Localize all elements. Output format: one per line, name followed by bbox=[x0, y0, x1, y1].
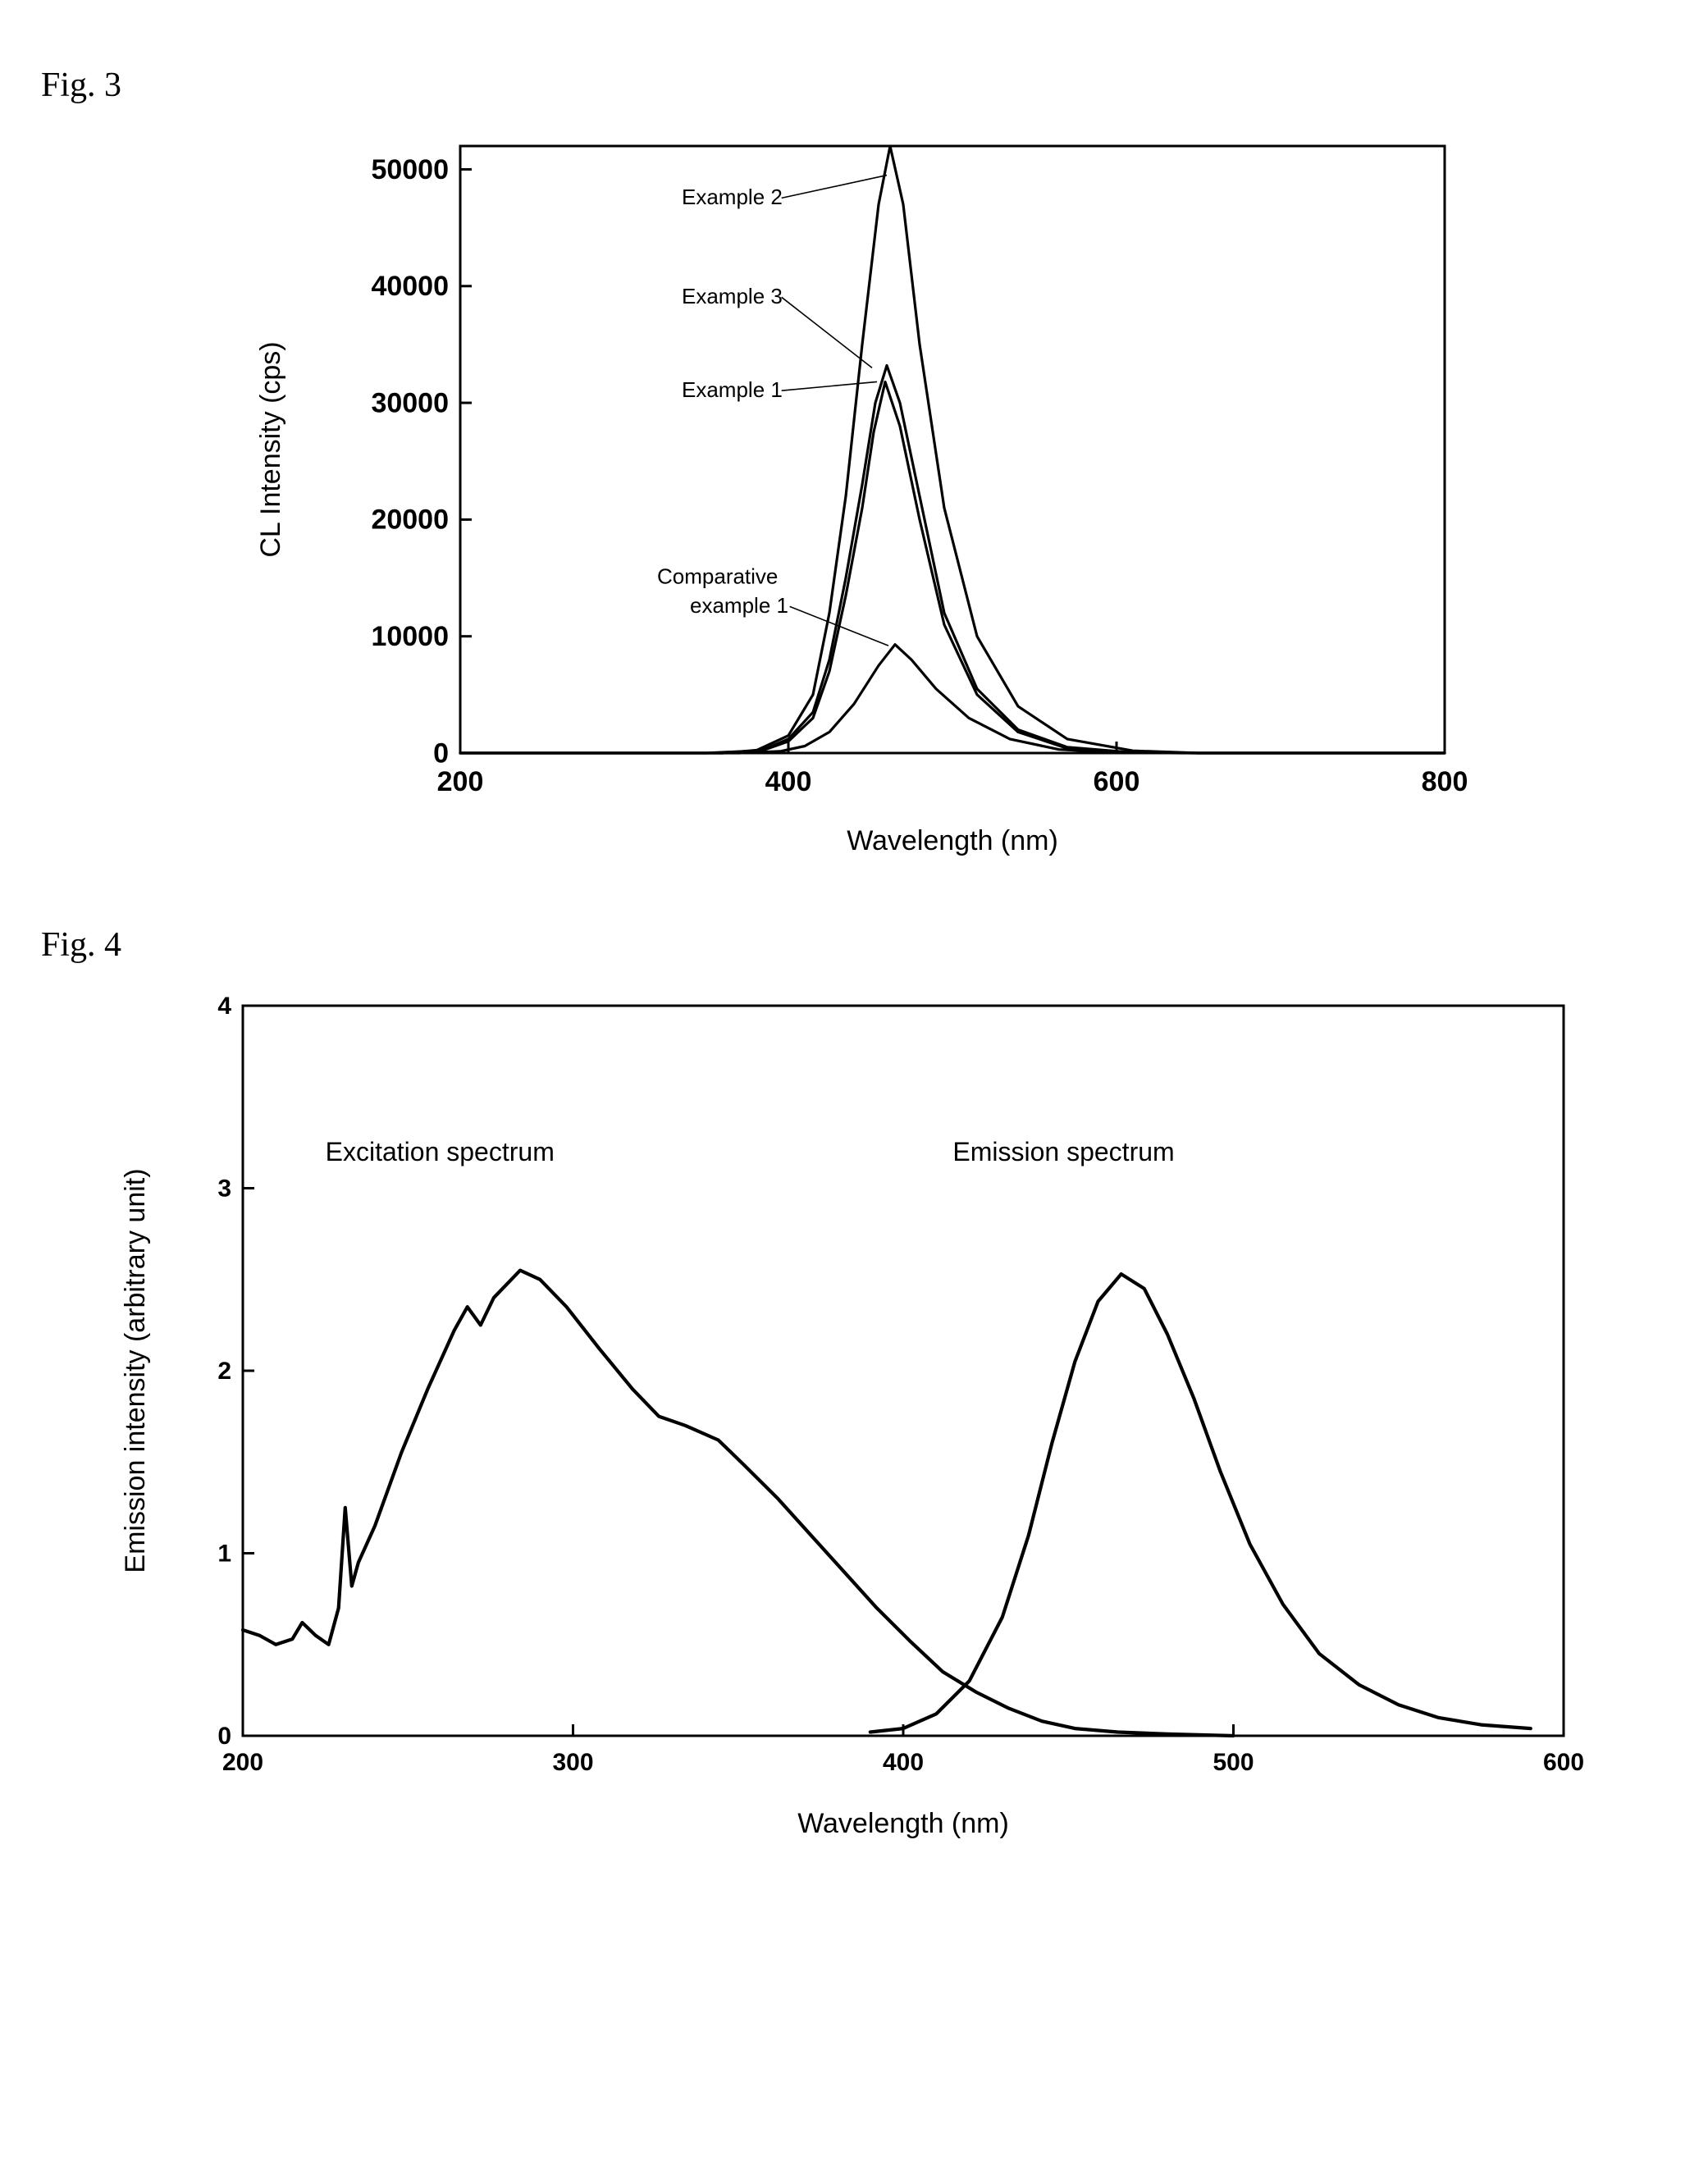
svg-text:200: 200 bbox=[437, 766, 484, 797]
fig4-container: 200 300 400 500 600 0 1 2 3 4 Wavelength (nm) Emiss… bbox=[25, 981, 1683, 1842]
svg-text:30000: 30000 bbox=[371, 387, 449, 418]
fig3-container: 200 400 600 800 0 10000 20000 30000 40000 50000 Wa… bbox=[25, 121, 1683, 860]
svg-text:Wavelength (nm): Wavelength (nm) bbox=[847, 825, 1058, 856]
svg-text:400: 400 bbox=[765, 766, 812, 797]
svg-text:Wavelength (nm): Wavelength (nm) bbox=[797, 1808, 1009, 1839]
annotation-text: Excitation spectrum bbox=[326, 1137, 555, 1166]
svg-text:600: 600 bbox=[1543, 1749, 1584, 1776]
annotation-text: example 1 bbox=[690, 593, 788, 618]
annotation-text: Example 2 bbox=[682, 185, 783, 209]
fig4-chart: 200 300 400 500 600 0 1 2 3 4 Wavelength (nm) Emiss… bbox=[95, 981, 1613, 1842]
svg-text:50000: 50000 bbox=[371, 154, 449, 185]
svg-text:20000: 20000 bbox=[371, 504, 449, 536]
svg-text:600: 600 bbox=[1094, 766, 1140, 797]
annotation-text: Emission spectrum bbox=[952, 1137, 1174, 1166]
svg-text:0: 0 bbox=[433, 737, 449, 769]
svg-text:300: 300 bbox=[552, 1749, 593, 1776]
svg-text:0: 0 bbox=[217, 1723, 231, 1750]
svg-text:CL Intensity (cps): CL Intensity (cps) bbox=[255, 341, 286, 557]
fig4-label: Fig. 4 bbox=[41, 925, 1683, 965]
svg-text:4: 4 bbox=[217, 993, 231, 1020]
svg-text:200: 200 bbox=[222, 1749, 263, 1776]
svg-text:40000: 40000 bbox=[371, 271, 449, 302]
annotation-text: Comparative bbox=[657, 564, 778, 589]
fig3-label: Fig. 3 bbox=[41, 66, 1683, 105]
svg-text:500: 500 bbox=[1212, 1749, 1254, 1776]
svg-text:2: 2 bbox=[217, 1358, 231, 1385]
svg-text:3: 3 bbox=[217, 1176, 231, 1203]
annotation-text: Example 1 bbox=[682, 377, 783, 402]
svg-text:800: 800 bbox=[1422, 766, 1468, 797]
svg-text:400: 400 bbox=[883, 1749, 924, 1776]
annotation-text: Example 3 bbox=[682, 284, 783, 308]
svg-text:1: 1 bbox=[217, 1541, 231, 1568]
svg-text:10000: 10000 bbox=[371, 621, 449, 652]
fig3-chart: 200 400 600 800 0 10000 20000 30000 40000 50000 Wa… bbox=[214, 121, 1494, 860]
svg-text:Emission intensity (arbitrary: Emission intensity (arbitrary unit) bbox=[120, 1168, 151, 1573]
